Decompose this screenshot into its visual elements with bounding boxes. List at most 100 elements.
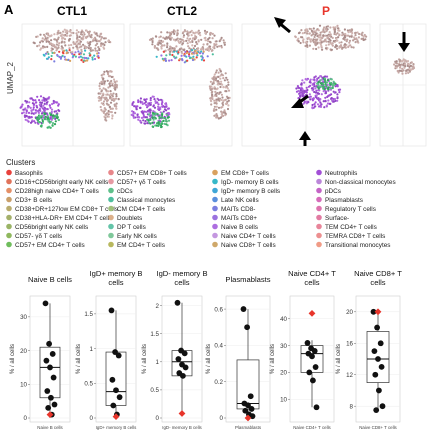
boxplot-point — [374, 324, 380, 331]
umap-cell-point — [213, 114, 216, 117]
boxplot-point — [372, 371, 379, 378]
umap-cell-point — [69, 59, 72, 63]
umap-cell-point — [324, 34, 327, 37]
umap-cell-point — [46, 45, 49, 49]
umap-cell-point — [338, 46, 341, 49]
umap-cell-point — [216, 45, 219, 48]
umap-cell-point — [341, 47, 344, 50]
umap-cell-point — [223, 43, 226, 46]
umap-cell-point — [301, 88, 304, 91]
umap-cell-point — [144, 120, 147, 123]
umap-cell-point — [323, 31, 326, 34]
umap-cell-point — [186, 37, 189, 40]
umap-cell-point — [97, 96, 100, 99]
umap-cell-point — [324, 81, 327, 84]
boxplot-point — [249, 413, 256, 420]
umap-cell-point — [352, 39, 355, 42]
umap-title-ctl1: CTL1 — [57, 4, 87, 18]
umap-cell-point — [311, 39, 315, 42]
umap-cell-point — [335, 33, 338, 36]
umap-cell-point — [50, 110, 53, 114]
umap-cell-point — [25, 100, 29, 103]
legend-item: CD57+ EM CD8+ T cells — [108, 169, 187, 177]
umap-cell-point — [89, 46, 92, 50]
umap-cell-point — [57, 29, 60, 32]
umap-cell-point — [222, 99, 225, 102]
boxplot-point — [247, 393, 254, 400]
boxplot-frame — [95, 295, 137, 423]
legend-swatch — [212, 205, 218, 212]
umap-cell-point — [209, 80, 212, 83]
umap-cell-point — [159, 98, 163, 101]
umap-cell-point — [49, 113, 52, 116]
legend-label: DP T cells — [117, 224, 146, 231]
umap-cell-point — [360, 33, 363, 36]
umap-cell-point — [51, 117, 55, 120]
umap-cell-point — [344, 43, 347, 46]
umap-cell-point — [311, 106, 314, 109]
umap-cell-point — [110, 79, 113, 83]
umap-cell-point — [96, 49, 99, 53]
umap-cell-point — [322, 87, 325, 90]
umap-cell-point — [80, 45, 83, 48]
umap-cell-point — [103, 107, 106, 110]
legend-swatch — [316, 232, 322, 239]
umap-cell-point — [111, 117, 114, 120]
umap-cell-point — [220, 98, 223, 102]
umap-cell-point — [327, 43, 330, 46]
umap-cell-point — [133, 105, 136, 108]
umap-cell-point — [316, 35, 319, 38]
umap-cell-point — [46, 108, 49, 111]
umap-cell-point — [109, 84, 112, 87]
boxplot-box — [236, 359, 260, 410]
umap-cell-point — [190, 29, 193, 32]
boxplot-frame — [29, 295, 71, 423]
umap-cell-point — [154, 124, 157, 127]
umap-cell-point — [86, 41, 89, 44]
legend-item: CD3+ B cells — [6, 196, 52, 204]
umap-cell-point — [321, 82, 324, 85]
boxplot-xlabel: Naive B cells — [37, 425, 63, 430]
umap-cell-point — [50, 34, 53, 37]
umap-cell-point — [79, 52, 82, 55]
umap-cell-point — [165, 113, 168, 116]
umap-cell-point — [324, 100, 327, 103]
umap-cell-point — [110, 98, 114, 102]
umap-cell-point — [312, 82, 315, 85]
umap-cell-point — [59, 34, 62, 37]
umap-cell-point — [348, 29, 351, 32]
legend-item: Naive CD8+ T cells — [212, 241, 276, 249]
umap-cell-point — [41, 120, 45, 123]
umap-title-ctl2: CTL2 — [167, 4, 197, 18]
umap-cell-point — [197, 40, 200, 43]
umap-cell-point — [103, 109, 106, 112]
umap-cell-point — [63, 34, 66, 37]
umap-cloud — [42, 49, 100, 64]
umap-cell-point — [303, 90, 306, 93]
umap-cell-point — [412, 67, 415, 70]
umap-cell-point — [169, 38, 172, 41]
umap-cell-point — [160, 102, 163, 106]
umap-cell-point — [334, 28, 337, 31]
umap-cell-point — [318, 85, 321, 88]
umap-cell-point — [158, 117, 161, 120]
boxplot-ylabel: % / all cells — [76, 344, 82, 374]
umap-cell-point — [341, 31, 344, 34]
umap-cell-point — [211, 32, 214, 36]
umap-cell-point — [398, 63, 401, 66]
umap-cell-point — [220, 93, 223, 96]
legend-label: MAITs CD8- — [221, 206, 255, 213]
umap-cell-point — [77, 30, 80, 34]
umap-cell-point — [65, 34, 68, 38]
umap-cell-point — [207, 47, 211, 50]
umap-cell-point — [330, 48, 333, 51]
umap-cell-point — [132, 116, 135, 119]
umap-cell-point — [81, 56, 84, 59]
umap-cell-point — [39, 95, 43, 98]
umap-cell-point — [210, 100, 213, 103]
umap-cell-point — [171, 53, 174, 57]
umap-cell-point — [335, 37, 338, 41]
umap-cell-point — [304, 78, 307, 81]
